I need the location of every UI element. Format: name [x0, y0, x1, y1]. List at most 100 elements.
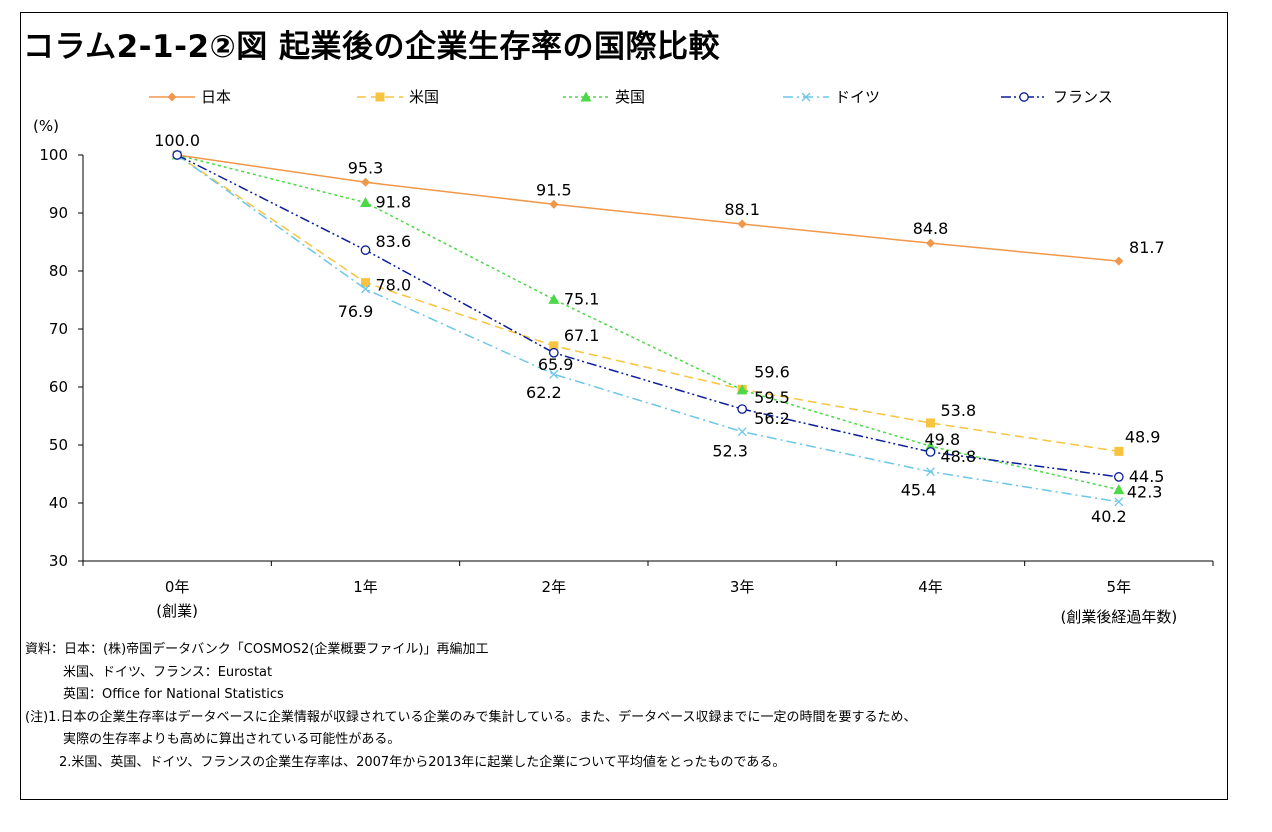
legend-marker — [167, 92, 177, 102]
data-label: 81.7 — [1129, 238, 1165, 257]
series-line — [176, 154, 1120, 491]
data-labels: 100.0 95.3 91.5 88.1 84.8 81.7 78.0 67.1 59.6 53.… — [154, 131, 1164, 526]
series-x — [172, 150, 1124, 507]
data-point — [737, 427, 747, 437]
data-point — [549, 369, 559, 379]
series-line — [176, 154, 1119, 478]
data-label: 65.9 — [538, 355, 574, 374]
legend-label: 日本 — [201, 88, 231, 106]
series-square — [172, 150, 1124, 456]
data-point — [361, 284, 370, 294]
data-point — [1114, 256, 1124, 266]
data-label: 84.8 — [913, 219, 949, 238]
series-lines — [171, 149, 1125, 507]
data-point — [737, 219, 747, 229]
data-point — [1113, 484, 1125, 495]
data-point — [549, 341, 559, 351]
notes: 資料：日本：(株)帝国データバンク「COSMOS2(企業概要ファイル)」再編加工… — [25, 639, 916, 774]
data-label: 91.5 — [536, 180, 572, 199]
series-diamond — [172, 150, 1124, 266]
source-line-2: 米国、ドイツ、フランス：Eurostat — [63, 664, 273, 680]
data-label: 91.8 — [376, 193, 412, 212]
data-point — [926, 467, 935, 477]
y-tick-label: 30 — [49, 552, 68, 570]
data-point — [548, 347, 559, 358]
data-label: 42.3 — [1127, 483, 1163, 502]
data-point — [737, 404, 748, 414]
y-tick-label: 50 — [49, 436, 68, 454]
data-label: 40.2 — [1091, 507, 1127, 526]
legend-marker — [1019, 92, 1029, 102]
data-label: 52.3 — [712, 442, 748, 461]
data-point — [172, 150, 183, 160]
data-label: 56.2 — [754, 409, 790, 428]
data-point — [360, 197, 371, 208]
series-line — [176, 154, 1119, 453]
legend-label: 米国 — [409, 88, 439, 106]
line-chart: 日本 米国 英国 ドイツ フランス 30 40 50 60 70 80 90 100 0年 1年 2年 3年 4… — [33, 88, 1214, 626]
data-point — [549, 199, 559, 209]
legend-label: ドイツ — [835, 88, 880, 106]
data-label: 78.0 — [376, 276, 412, 295]
legend-item: 米国 — [357, 88, 439, 106]
legend-item: 英国 — [563, 88, 645, 106]
legend-item: 日本 — [149, 88, 231, 106]
data-label: 76.9 — [338, 302, 374, 321]
data-label: 49.8 — [925, 430, 961, 449]
note-line-1a: (注)1.日本の企業生存率はデータベースに企業情報が収録されている企業のみで集計… — [25, 709, 917, 725]
axes: 30 40 50 60 70 80 90 100 0年 1年 2年 3年 4年 5年 (創業) (創業後経過年… — [33, 117, 1214, 626]
data-label: 44.5 — [1129, 467, 1165, 486]
series-line — [177, 154, 1119, 262]
data-point — [925, 447, 936, 457]
series-line — [176, 154, 1119, 503]
x-tick-label: 1年 — [353, 578, 378, 596]
legend: 日本 米国 英国 ドイツ フランス — [149, 88, 1113, 106]
data-label: 100.0 — [154, 131, 200, 150]
chart-title: コラム2-1-2②図 起業後の企業生存率の国際比較 — [23, 29, 721, 65]
data-label: 75.1 — [564, 289, 600, 308]
data-label: 83.6 — [376, 232, 412, 251]
y-tick-label: 100 — [39, 146, 68, 164]
y-axis-unit: (%) — [33, 117, 59, 135]
data-label: 48.8 — [941, 447, 977, 466]
legend-label: フランス — [1053, 88, 1113, 106]
data-label: 45.4 — [901, 481, 937, 500]
data-label: 48.9 — [1125, 427, 1161, 446]
data-point — [736, 384, 748, 395]
legend-item: フランス — [1001, 88, 1113, 106]
data-point — [1114, 446, 1124, 456]
y-tick-label: 90 — [49, 204, 68, 222]
data-label: 62.2 — [526, 383, 562, 402]
y-tick-label: 70 — [49, 320, 68, 338]
note-line-1b: 実際の生存率よりも高めに算出されている可能性がある。 — [63, 732, 401, 747]
y-tick-label: 40 — [49, 494, 68, 512]
series-triangle — [171, 149, 1125, 495]
data-point — [361, 278, 370, 288]
data-point — [926, 238, 935, 248]
note-line-2: 2.米国、英国、ドイツ、フランスの企業生存率は、2007年から2013年に起業し… — [59, 754, 786, 770]
x-sublabel: (創業) — [156, 602, 198, 620]
source-line-1: 資料：日本：(株)帝国データバンク「COSMOS2(企業概要ファイル)」再編加工 — [25, 642, 489, 657]
data-label: 59.5 — [754, 388, 790, 407]
x-axis-title: (創業後経過年数) — [1060, 608, 1177, 626]
x-tick-label: 2年 — [542, 578, 567, 596]
source-line-3: 英国：Office for National Statistics — [63, 687, 284, 702]
data-label: 95.3 — [348, 158, 384, 177]
chart-frame: コラム2-1-2②図 起業後の企業生存率の国際比較 日本 米国 英国 ドイツ フランス … — [20, 12, 1228, 800]
x-tick-label: 5年 — [1107, 578, 1132, 596]
legend-marker — [801, 92, 811, 102]
data-label: 59.6 — [754, 362, 790, 381]
x-tick-label: 0年 — [165, 578, 190, 596]
data-label: 67.1 — [564, 326, 600, 345]
data-point — [1113, 472, 1124, 482]
legend-marker — [580, 91, 592, 102]
data-point — [360, 245, 371, 255]
y-tick-label: 80 — [49, 262, 68, 280]
data-label: 53.8 — [941, 401, 977, 420]
legend-item: ドイツ — [783, 88, 880, 106]
x-tick-label: 3年 — [730, 578, 755, 596]
data-point — [548, 293, 560, 304]
data-point — [1114, 497, 1124, 507]
series-circle — [172, 150, 1124, 482]
legend-label: 英国 — [615, 88, 645, 106]
